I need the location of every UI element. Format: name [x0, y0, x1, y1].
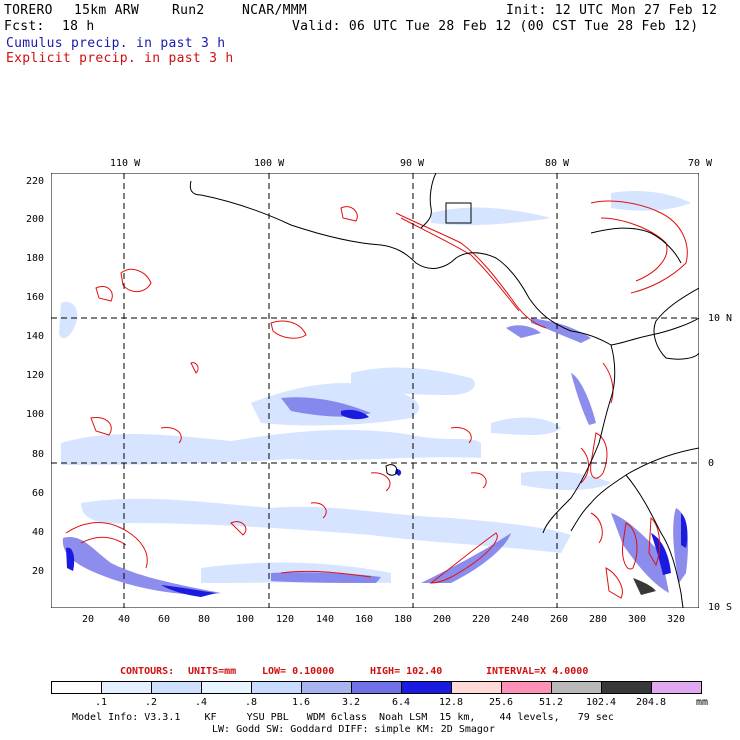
- colorbar-unit: mm: [696, 697, 709, 708]
- colorbar-swatch: [201, 681, 252, 694]
- colorbar-swatch: [601, 681, 652, 694]
- contours-high: HIGH= 102.40: [370, 666, 443, 677]
- grid-y-label: 220: [26, 176, 45, 187]
- lon-label-110w: 110 W: [110, 158, 141, 169]
- coastlines: [189, 173, 699, 608]
- lon-label-90w: 90 W: [400, 158, 425, 169]
- colorbar-label: 51.2: [538, 697, 564, 708]
- colorbar-swatch: [501, 681, 552, 694]
- contours-interval: INTERVAL=X 4.0000: [486, 666, 589, 677]
- explicit-precip-contours: [65, 200, 688, 599]
- lat-label-0: 0: [708, 458, 715, 469]
- grid-y-label: 100: [26, 409, 45, 420]
- grid-x-label: 260: [550, 614, 569, 625]
- grid-y-label: 40: [32, 527, 45, 538]
- grid-y-label: 140: [26, 331, 45, 342]
- grid-x-label: 140: [316, 614, 335, 625]
- grid-x-label: 240: [511, 614, 530, 625]
- grid-y-label: 20: [32, 566, 45, 577]
- colorbar-label: 12.8: [438, 697, 464, 708]
- explicit-precip-title: Explicit precip. in past 3 h: [6, 51, 234, 66]
- contours-low: LOW= 0.10000: [262, 666, 335, 677]
- org-label: NCAR/MMM: [242, 3, 308, 18]
- grid-x-label: 300: [628, 614, 647, 625]
- colorbar-swatch: [651, 681, 702, 694]
- init-time: Init: 12 UTC Mon 27 Feb 12: [506, 3, 718, 18]
- forecast-hour: 18 h: [62, 19, 95, 34]
- grid-x-label: 100: [236, 614, 255, 625]
- grid-x-label: 60: [158, 614, 171, 625]
- colorbar-swatch: [151, 681, 202, 694]
- grid-y-label: 80: [32, 449, 45, 460]
- model-name: TORERO: [4, 3, 53, 18]
- extreme-precip-field: [633, 578, 656, 595]
- grid-x-label: 280: [589, 614, 608, 625]
- precip-map: [51, 173, 699, 608]
- grid-x-label: 180: [394, 614, 413, 625]
- lon-label-80w: 80 W: [545, 158, 570, 169]
- colorbar-swatch: [351, 681, 402, 694]
- run-label: Run2: [172, 3, 205, 18]
- colorbar-label: 102.4: [585, 697, 617, 708]
- grid-x-label: 120: [276, 614, 295, 625]
- grid-y-label: 160: [26, 292, 45, 303]
- heavy-precip-field: [66, 409, 688, 597]
- forecast-label: Fcst:: [4, 19, 45, 34]
- colorbar-label: .4: [194, 697, 208, 708]
- grid-x-label: 20: [82, 614, 95, 625]
- grid-y-label: 120: [26, 370, 45, 381]
- colorbar-swatch: [451, 681, 502, 694]
- colorbar-label: 204.8: [635, 697, 667, 708]
- physics-info-line: LW: Godd SW: Goddard DIFF: simple KM: 2D…: [212, 724, 495, 735]
- grid-y-label: 60: [32, 488, 45, 499]
- grid-y-label: 200: [26, 214, 45, 225]
- colorbar-label: 1.6: [291, 697, 311, 708]
- colorbar-label: 6.4: [391, 697, 411, 708]
- lat-label-10n: 10 N: [708, 313, 733, 324]
- colorbar-label: .8: [244, 697, 258, 708]
- colorbar-swatch: [551, 681, 602, 694]
- valid-time: Valid: 06 UTC Tue 28 Feb 12 (00 CST Tue …: [292, 19, 699, 34]
- contours-units: UNITS=mm: [188, 666, 237, 677]
- contours-label: CONTOURS:: [120, 666, 175, 677]
- lat-lon-gridlines: [51, 173, 699, 608]
- model-resolution: 15km ARW: [74, 3, 140, 18]
- colorbar-swatch: [251, 681, 302, 694]
- grid-x-label: 80: [198, 614, 211, 625]
- grid-x-label: 40: [118, 614, 131, 625]
- colorbar-swatch: [401, 681, 452, 694]
- lat-label-10s: 10 S: [708, 602, 733, 613]
- colorbar-swatch: [51, 681, 102, 694]
- colorbar-label: 3.2: [341, 697, 361, 708]
- colorbar-swatch: [301, 681, 352, 694]
- grid-x-label: 320: [667, 614, 686, 625]
- cumulus-precip-title: Cumulus precip. in past 3 h: [6, 36, 226, 51]
- colorbar-swatch: [101, 681, 152, 694]
- lon-label-70w: 70 W: [688, 158, 713, 169]
- lon-label-100w: 100 W: [254, 158, 285, 169]
- grid-x-label: 160: [355, 614, 374, 625]
- colorbar-label: .2: [144, 697, 158, 708]
- grid-y-label: 180: [26, 253, 45, 264]
- colorbar-label: .1: [94, 697, 108, 708]
- grid-x-label: 200: [433, 614, 452, 625]
- colorbar-label: 25.6: [488, 697, 514, 708]
- grid-x-label: 220: [472, 614, 491, 625]
- model-info-line: Model Info: V3.3.1 KF YSU PBL WDM 6class…: [72, 712, 614, 723]
